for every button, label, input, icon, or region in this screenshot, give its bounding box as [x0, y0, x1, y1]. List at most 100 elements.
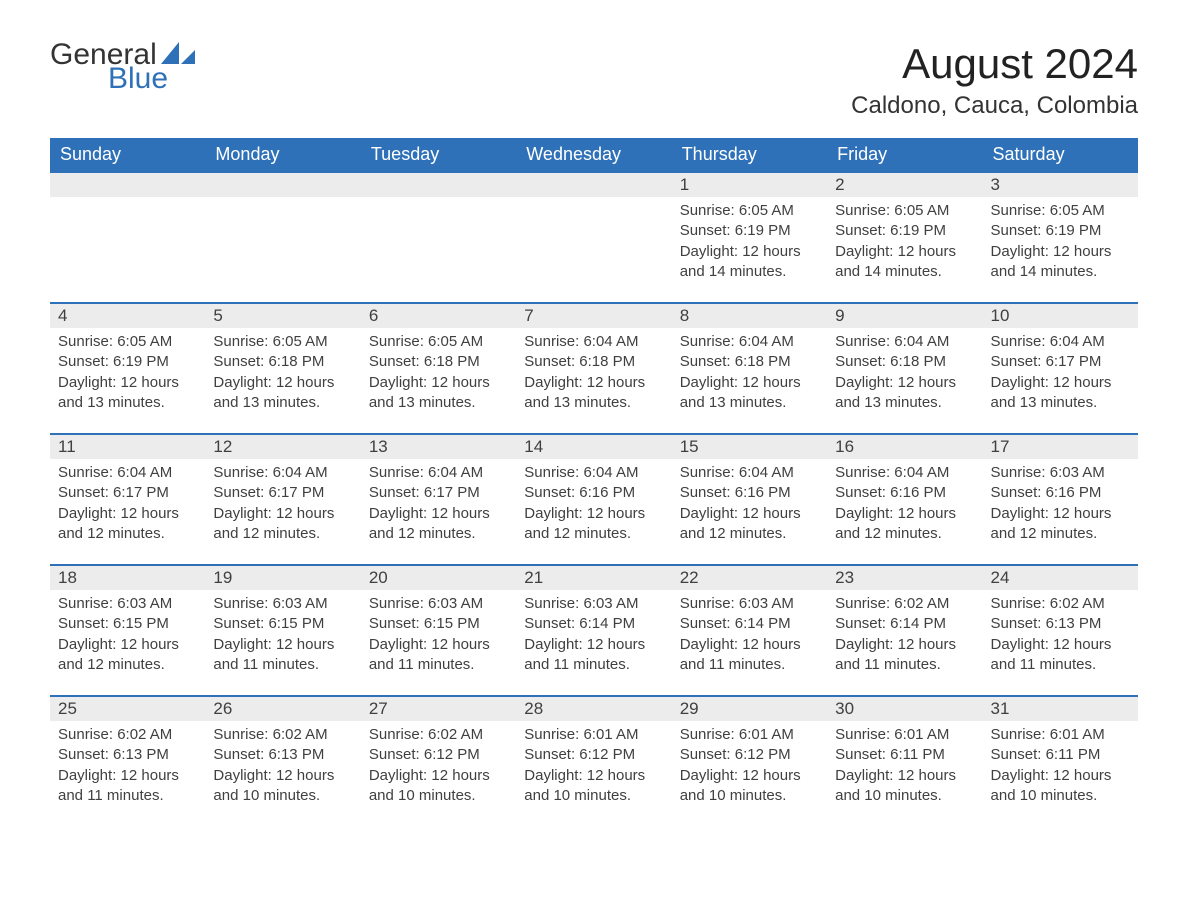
day-cell: 30Sunrise: 6:01 AMSunset: 6:11 PMDayligh… — [827, 695, 982, 826]
day-sunset: Sunset: 6:19 PM — [58, 352, 197, 372]
day-body: Sunrise: 6:01 AMSunset: 6:12 PMDaylight:… — [672, 721, 827, 826]
day-cell: 18Sunrise: 6:03 AMSunset: 6:15 PMDayligh… — [50, 564, 205, 695]
day-day2: and 12 minutes. — [369, 524, 508, 544]
header: General Blue August 2024 Caldono, Cauca,… — [50, 40, 1138, 120]
day-number: 8 — [672, 304, 827, 328]
day-day2: and 12 minutes. — [835, 524, 974, 544]
day-body: Sunrise: 6:05 AMSunset: 6:19 PMDaylight:… — [827, 197, 982, 302]
day-header: Tuesday — [361, 138, 516, 171]
day-sunset: Sunset: 6:17 PM — [58, 483, 197, 503]
day-sunset: Sunset: 6:18 PM — [213, 352, 352, 372]
week-row: 1Sunrise: 6:05 AMSunset: 6:19 PMDaylight… — [50, 171, 1138, 302]
day-number — [516, 173, 671, 197]
day-body: Sunrise: 6:01 AMSunset: 6:11 PMDaylight:… — [827, 721, 982, 826]
day-cell: 1Sunrise: 6:05 AMSunset: 6:19 PMDaylight… — [672, 171, 827, 302]
day-sunrise: Sunrise: 6:04 AM — [680, 463, 819, 483]
day-sunrise: Sunrise: 6:02 AM — [991, 594, 1130, 614]
day-sunset: Sunset: 6:17 PM — [213, 483, 352, 503]
day-day1: Daylight: 12 hours — [991, 766, 1130, 786]
day-body: Sunrise: 6:01 AMSunset: 6:11 PMDaylight:… — [983, 721, 1138, 826]
day-number: 3 — [983, 173, 1138, 197]
day-cell — [205, 171, 360, 302]
day-sunset: Sunset: 6:13 PM — [213, 745, 352, 765]
day-cell: 31Sunrise: 6:01 AMSunset: 6:11 PMDayligh… — [983, 695, 1138, 826]
day-day2: and 11 minutes. — [991, 655, 1130, 675]
day-sunset: Sunset: 6:16 PM — [680, 483, 819, 503]
day-day1: Daylight: 12 hours — [524, 373, 663, 393]
day-day2: and 10 minutes. — [369, 786, 508, 806]
day-body: Sunrise: 6:03 AMSunset: 6:14 PMDaylight:… — [516, 590, 671, 695]
day-sunset: Sunset: 6:17 PM — [991, 352, 1130, 372]
day-day1: Daylight: 12 hours — [58, 635, 197, 655]
day-cell: 24Sunrise: 6:02 AMSunset: 6:13 PMDayligh… — [983, 564, 1138, 695]
day-day2: and 14 minutes. — [680, 262, 819, 282]
day-header: Sunday — [50, 138, 205, 171]
day-sunset: Sunset: 6:17 PM — [369, 483, 508, 503]
day-sunset: Sunset: 6:14 PM — [835, 614, 974, 634]
day-cell: 11Sunrise: 6:04 AMSunset: 6:17 PMDayligh… — [50, 433, 205, 564]
day-sunset: Sunset: 6:13 PM — [991, 614, 1130, 634]
day-day2: and 10 minutes. — [213, 786, 352, 806]
day-sunset: Sunset: 6:14 PM — [524, 614, 663, 634]
day-body: Sunrise: 6:02 AMSunset: 6:12 PMDaylight:… — [361, 721, 516, 826]
logo: General Blue — [50, 40, 195, 94]
week-row: 4Sunrise: 6:05 AMSunset: 6:19 PMDaylight… — [50, 302, 1138, 433]
day-body: Sunrise: 6:04 AMSunset: 6:16 PMDaylight:… — [672, 459, 827, 564]
day-sunrise: Sunrise: 6:01 AM — [680, 725, 819, 745]
day-day1: Daylight: 12 hours — [680, 766, 819, 786]
day-number: 9 — [827, 304, 982, 328]
day-number: 2 — [827, 173, 982, 197]
day-day2: and 13 minutes. — [369, 393, 508, 413]
day-day2: and 10 minutes. — [680, 786, 819, 806]
day-sunrise: Sunrise: 6:01 AM — [524, 725, 663, 745]
day-day2: and 11 minutes. — [680, 655, 819, 675]
day-number: 18 — [50, 566, 205, 590]
day-day2: and 12 minutes. — [680, 524, 819, 544]
day-cell: 7Sunrise: 6:04 AMSunset: 6:18 PMDaylight… — [516, 302, 671, 433]
week-row: 11Sunrise: 6:04 AMSunset: 6:17 PMDayligh… — [50, 433, 1138, 564]
day-sunset: Sunset: 6:16 PM — [524, 483, 663, 503]
day-day2: and 11 minutes. — [524, 655, 663, 675]
day-cell: 6Sunrise: 6:05 AMSunset: 6:18 PMDaylight… — [361, 302, 516, 433]
day-day1: Daylight: 12 hours — [991, 242, 1130, 262]
page-title: August 2024 — [851, 40, 1138, 88]
day-sunrise: Sunrise: 6:04 AM — [680, 332, 819, 352]
day-cell: 21Sunrise: 6:03 AMSunset: 6:14 PMDayligh… — [516, 564, 671, 695]
page-subtitle: Caldono, Cauca, Colombia — [851, 92, 1138, 120]
day-number: 30 — [827, 697, 982, 721]
day-sunrise: Sunrise: 6:03 AM — [524, 594, 663, 614]
day-day1: Daylight: 12 hours — [835, 504, 974, 524]
day-day2: and 11 minutes. — [213, 655, 352, 675]
day-day2: and 12 minutes. — [58, 524, 197, 544]
day-body: Sunrise: 6:03 AMSunset: 6:15 PMDaylight:… — [205, 590, 360, 695]
day-day1: Daylight: 12 hours — [680, 504, 819, 524]
day-body: Sunrise: 6:05 AMSunset: 6:19 PMDaylight:… — [983, 197, 1138, 302]
day-sunrise: Sunrise: 6:03 AM — [213, 594, 352, 614]
day-sunset: Sunset: 6:16 PM — [991, 483, 1130, 503]
day-day1: Daylight: 12 hours — [213, 766, 352, 786]
day-number: 14 — [516, 435, 671, 459]
day-header: Friday — [827, 138, 982, 171]
day-day2: and 11 minutes. — [58, 786, 197, 806]
day-body: Sunrise: 6:01 AMSunset: 6:12 PMDaylight:… — [516, 721, 671, 826]
day-cell: 9Sunrise: 6:04 AMSunset: 6:18 PMDaylight… — [827, 302, 982, 433]
day-cell: 17Sunrise: 6:03 AMSunset: 6:16 PMDayligh… — [983, 433, 1138, 564]
day-number — [50, 173, 205, 197]
day-sunrise: Sunrise: 6:04 AM — [835, 463, 974, 483]
day-sunrise: Sunrise: 6:03 AM — [991, 463, 1130, 483]
day-day1: Daylight: 12 hours — [524, 766, 663, 786]
day-day2: and 12 minutes. — [991, 524, 1130, 544]
day-number: 4 — [50, 304, 205, 328]
day-number: 19 — [205, 566, 360, 590]
day-body — [361, 197, 516, 241]
day-body: Sunrise: 6:04 AMSunset: 6:17 PMDaylight:… — [983, 328, 1138, 433]
day-number: 5 — [205, 304, 360, 328]
day-number: 22 — [672, 566, 827, 590]
calendar-body: 1Sunrise: 6:05 AMSunset: 6:19 PMDaylight… — [50, 171, 1138, 826]
day-sunrise: Sunrise: 6:01 AM — [835, 725, 974, 745]
day-number: 15 — [672, 435, 827, 459]
day-body: Sunrise: 6:04 AMSunset: 6:17 PMDaylight:… — [361, 459, 516, 564]
day-cell: 12Sunrise: 6:04 AMSunset: 6:17 PMDayligh… — [205, 433, 360, 564]
day-number: 17 — [983, 435, 1138, 459]
day-number: 27 — [361, 697, 516, 721]
